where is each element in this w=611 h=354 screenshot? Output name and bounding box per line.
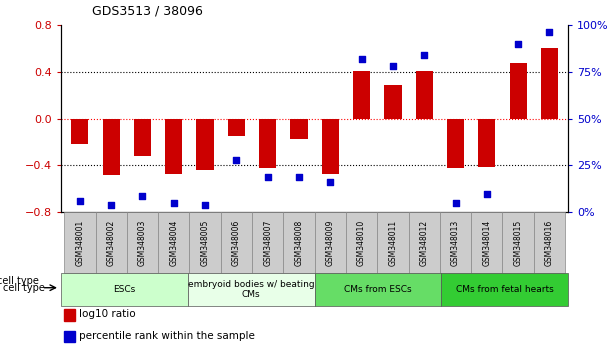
- Point: [419, 52, 429, 58]
- Point: [232, 157, 241, 163]
- Bar: [290, 119, 307, 138]
- Text: GSM348010: GSM348010: [357, 219, 366, 266]
- Bar: [165, 119, 183, 174]
- Bar: [471, 212, 502, 273]
- Text: embryoid bodies w/ beating
CMs: embryoid bodies w/ beating CMs: [188, 280, 315, 299]
- Text: cell type: cell type: [0, 276, 39, 286]
- Bar: [315, 212, 346, 273]
- Bar: [510, 63, 527, 119]
- Point: [513, 41, 523, 46]
- Bar: [252, 212, 284, 273]
- Point: [388, 63, 398, 69]
- Text: ESCs: ESCs: [114, 285, 136, 294]
- Bar: [322, 119, 339, 174]
- Text: GSM348013: GSM348013: [451, 219, 460, 266]
- Point: [451, 200, 461, 206]
- Bar: [441, 273, 568, 306]
- Text: GSM348004: GSM348004: [169, 219, 178, 266]
- Text: cell type: cell type: [3, 283, 45, 293]
- Bar: [188, 273, 315, 306]
- Text: GSM348007: GSM348007: [263, 219, 273, 266]
- Bar: [134, 119, 151, 156]
- Point: [294, 174, 304, 179]
- Bar: [534, 212, 565, 273]
- Bar: [61, 273, 188, 306]
- Bar: [478, 119, 496, 167]
- Text: GSM348015: GSM348015: [514, 219, 522, 266]
- Point: [75, 198, 85, 204]
- Bar: [64, 309, 75, 321]
- Point: [200, 202, 210, 208]
- Bar: [377, 212, 409, 273]
- Bar: [158, 212, 189, 273]
- Point: [137, 193, 147, 198]
- Text: GSM348016: GSM348016: [545, 219, 554, 266]
- Text: log10 ratio: log10 ratio: [79, 309, 136, 319]
- Bar: [315, 273, 441, 306]
- Bar: [95, 212, 127, 273]
- Point: [106, 202, 116, 208]
- Bar: [64, 212, 95, 273]
- Bar: [502, 212, 534, 273]
- Text: GSM348014: GSM348014: [482, 219, 491, 266]
- Text: GSM348006: GSM348006: [232, 219, 241, 266]
- Text: GSM348012: GSM348012: [420, 219, 429, 266]
- Text: GSM348002: GSM348002: [107, 219, 115, 266]
- Text: CMs from fetal hearts: CMs from fetal hearts: [456, 285, 554, 294]
- Bar: [346, 212, 377, 273]
- Text: GDS3513 / 38096: GDS3513 / 38096: [92, 5, 202, 18]
- Point: [357, 56, 367, 61]
- Bar: [415, 70, 433, 119]
- Bar: [384, 85, 401, 119]
- Text: percentile rank within the sample: percentile rank within the sample: [79, 331, 255, 341]
- Text: GSM348003: GSM348003: [138, 219, 147, 266]
- Bar: [409, 212, 440, 273]
- Text: CMs from ESCs: CMs from ESCs: [344, 285, 412, 294]
- Bar: [189, 212, 221, 273]
- Text: GSM348011: GSM348011: [389, 219, 397, 266]
- Bar: [228, 119, 245, 136]
- Point: [263, 174, 273, 179]
- Bar: [103, 119, 120, 175]
- Point: [544, 29, 554, 35]
- Text: GSM348008: GSM348008: [295, 219, 304, 266]
- Bar: [221, 212, 252, 273]
- Bar: [71, 119, 89, 144]
- Point: [326, 179, 335, 185]
- Bar: [127, 212, 158, 273]
- Bar: [64, 331, 75, 342]
- Text: GSM348001: GSM348001: [75, 219, 84, 266]
- Bar: [259, 119, 276, 168]
- Text: GSM348005: GSM348005: [200, 219, 210, 266]
- Point: [482, 191, 492, 196]
- Bar: [447, 119, 464, 168]
- Bar: [284, 212, 315, 273]
- Bar: [353, 70, 370, 119]
- Bar: [197, 119, 214, 170]
- Bar: [440, 212, 471, 273]
- Text: GSM348009: GSM348009: [326, 219, 335, 266]
- Point: [169, 200, 178, 206]
- Bar: [541, 48, 558, 119]
